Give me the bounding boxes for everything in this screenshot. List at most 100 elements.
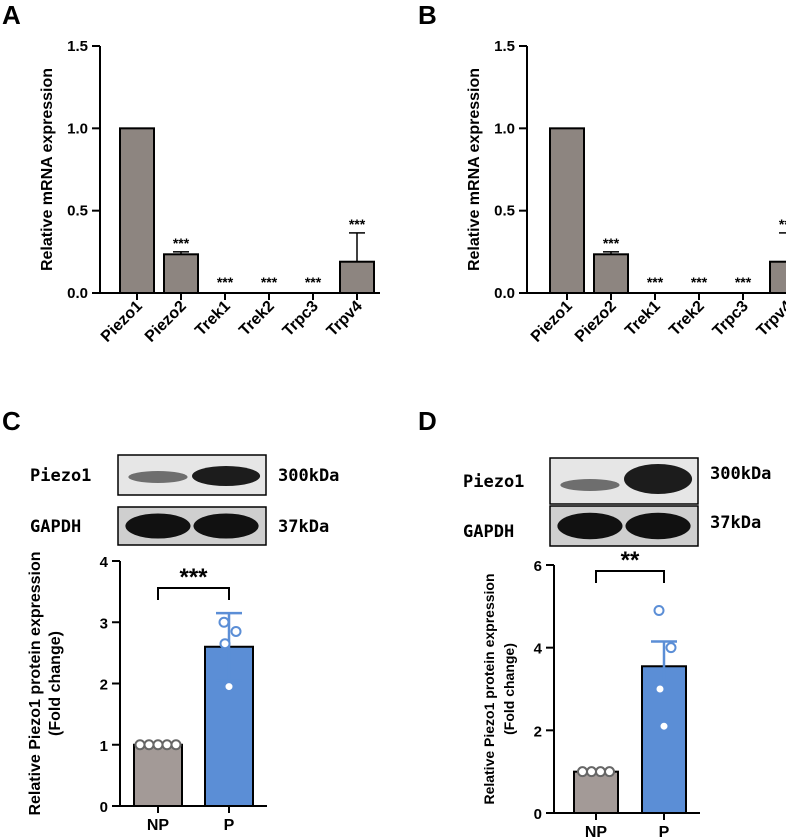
panel-label-d: D bbox=[418, 406, 437, 436]
data-point bbox=[170, 739, 182, 751]
x-tick-label: Trpc3 bbox=[280, 298, 322, 340]
blot-label-gapdh: GAPDH bbox=[463, 522, 514, 542]
bar bbox=[339, 260, 375, 295]
x-tick-label: Trek1 bbox=[622, 298, 664, 340]
x-tick-label: Trpv4 bbox=[754, 298, 786, 340]
significance-label: *** bbox=[647, 274, 664, 290]
significance-label: *** bbox=[691, 274, 708, 290]
significance-label: *** bbox=[305, 274, 322, 290]
x-tick-label: Piezo2 bbox=[142, 298, 190, 346]
blot-size-piezo1: 300kDa bbox=[278, 466, 339, 486]
x-tick-label: NP bbox=[585, 824, 608, 840]
data-point bbox=[658, 720, 670, 732]
data-point bbox=[230, 625, 242, 637]
data-point bbox=[604, 766, 615, 778]
x-tick-label: Trek2 bbox=[236, 298, 278, 340]
x-tick-label: P bbox=[659, 824, 670, 840]
panel-label-c: C bbox=[2, 406, 21, 436]
blot-band-p bbox=[193, 513, 259, 539]
blot-label-piezo1: Piezo1 bbox=[30, 466, 91, 486]
panel-label-b: B bbox=[418, 0, 437, 30]
chart-c: Piezo1 300kDa GAPDH 37kDa 0 1 2 3 4 Relative Piez… bbox=[27, 454, 339, 834]
significance-label: *** bbox=[173, 235, 190, 251]
y-tick-label: 0.0 bbox=[494, 285, 515, 302]
y-tick-label: 3 bbox=[100, 615, 108, 632]
bar bbox=[769, 260, 786, 295]
chart-d: Piezo1 300kDa GAPDH 37kDa 0 2 4 6 Relative Piezo… bbox=[463, 457, 771, 840]
blot-label-piezo1: Piezo1 bbox=[463, 472, 524, 492]
blot-size-gapdh: 37kDa bbox=[710, 513, 761, 533]
data-point bbox=[219, 638, 231, 650]
x-tick-label: Piezo2 bbox=[572, 298, 620, 346]
blot-band-p bbox=[625, 512, 691, 540]
y-tick-label: 0 bbox=[100, 799, 108, 816]
data-point bbox=[595, 766, 606, 778]
bar bbox=[549, 127, 585, 294]
significance-label: *** bbox=[779, 216, 786, 232]
y-axis-label: (Fold change) bbox=[47, 631, 64, 736]
significance-bracket bbox=[595, 570, 665, 583]
y-tick-label: 2 bbox=[100, 677, 108, 694]
significance-label: *** bbox=[735, 274, 752, 290]
significance-label: *** bbox=[603, 235, 620, 251]
blot-band-p bbox=[624, 464, 693, 494]
bar bbox=[133, 743, 183, 807]
y-tick-label: 0.5 bbox=[494, 203, 515, 220]
y-axis-label: Relative mRNA expression bbox=[466, 68, 483, 271]
y-tick-label: 0.0 bbox=[67, 285, 88, 302]
blot-band-np bbox=[125, 513, 191, 539]
y-axis-label: Relative Piezo1 protein expression bbox=[27, 551, 44, 815]
data-point bbox=[665, 642, 677, 654]
data-point bbox=[586, 766, 597, 778]
y-tick-label: 6 bbox=[534, 558, 542, 575]
y-tick-label: 0 bbox=[534, 806, 542, 823]
chart-b: 0.0 0.5 1.0 1.5 Relative mRNA expression Piez… bbox=[466, 38, 786, 346]
x-tick-label: NP bbox=[147, 817, 170, 834]
data-point bbox=[653, 604, 665, 616]
bar bbox=[593, 253, 629, 294]
data-point bbox=[143, 739, 155, 751]
y-tick-label: 4 bbox=[100, 554, 109, 571]
blot-band-np bbox=[128, 471, 188, 483]
significance-label: ** bbox=[621, 547, 640, 574]
blot-band-np bbox=[557, 512, 623, 540]
x-tick-label: Trek2 bbox=[666, 298, 708, 340]
data-point bbox=[218, 616, 230, 628]
x-tick-label: P bbox=[224, 817, 235, 834]
y-axis-label: (Fold change) bbox=[501, 643, 517, 735]
y-tick-label: 1.0 bbox=[494, 120, 515, 137]
data-point bbox=[223, 681, 235, 693]
data-point bbox=[654, 683, 666, 695]
bar bbox=[119, 127, 155, 294]
bar bbox=[573, 770, 619, 815]
bar bbox=[163, 253, 199, 294]
y-axis-label: Relative mRNA expression bbox=[39, 68, 56, 271]
y-axis-label: Relative Piezo1 protein expression bbox=[481, 573, 497, 804]
blot-label-gapdh: GAPDH bbox=[30, 517, 81, 537]
x-tick-label: Piezo1 bbox=[98, 298, 146, 346]
data-point bbox=[134, 739, 146, 751]
significance-label: *** bbox=[349, 216, 366, 232]
x-tick-label: Trek1 bbox=[192, 298, 234, 340]
data-point bbox=[577, 766, 588, 778]
x-tick-label: Trpv4 bbox=[324, 298, 366, 340]
blot-band-np bbox=[560, 479, 620, 491]
y-tick-label: 1 bbox=[100, 738, 108, 755]
x-tick-label: Piezo1 bbox=[528, 298, 576, 346]
y-tick-label: 1.5 bbox=[494, 38, 515, 55]
y-tick-label: 2 bbox=[534, 723, 542, 740]
blot-size-gapdh: 37kDa bbox=[278, 517, 329, 537]
blot-size-piezo1: 300kDa bbox=[710, 464, 771, 484]
chart-a: 0.0 0.5 1.0 1.5 Relative mRNA expression Piez… bbox=[39, 38, 380, 346]
data-point bbox=[161, 739, 173, 751]
data-point bbox=[152, 739, 164, 751]
significance-label: *** bbox=[261, 274, 278, 290]
y-tick-label: 1.0 bbox=[67, 120, 88, 137]
y-tick-label: 1.5 bbox=[67, 38, 88, 55]
significance-bracket bbox=[157, 587, 230, 600]
y-tick-label: 4 bbox=[534, 641, 543, 658]
significance-label: *** bbox=[217, 274, 234, 290]
significance-label: *** bbox=[179, 564, 208, 591]
x-tick-label: Trpc3 bbox=[710, 298, 752, 340]
